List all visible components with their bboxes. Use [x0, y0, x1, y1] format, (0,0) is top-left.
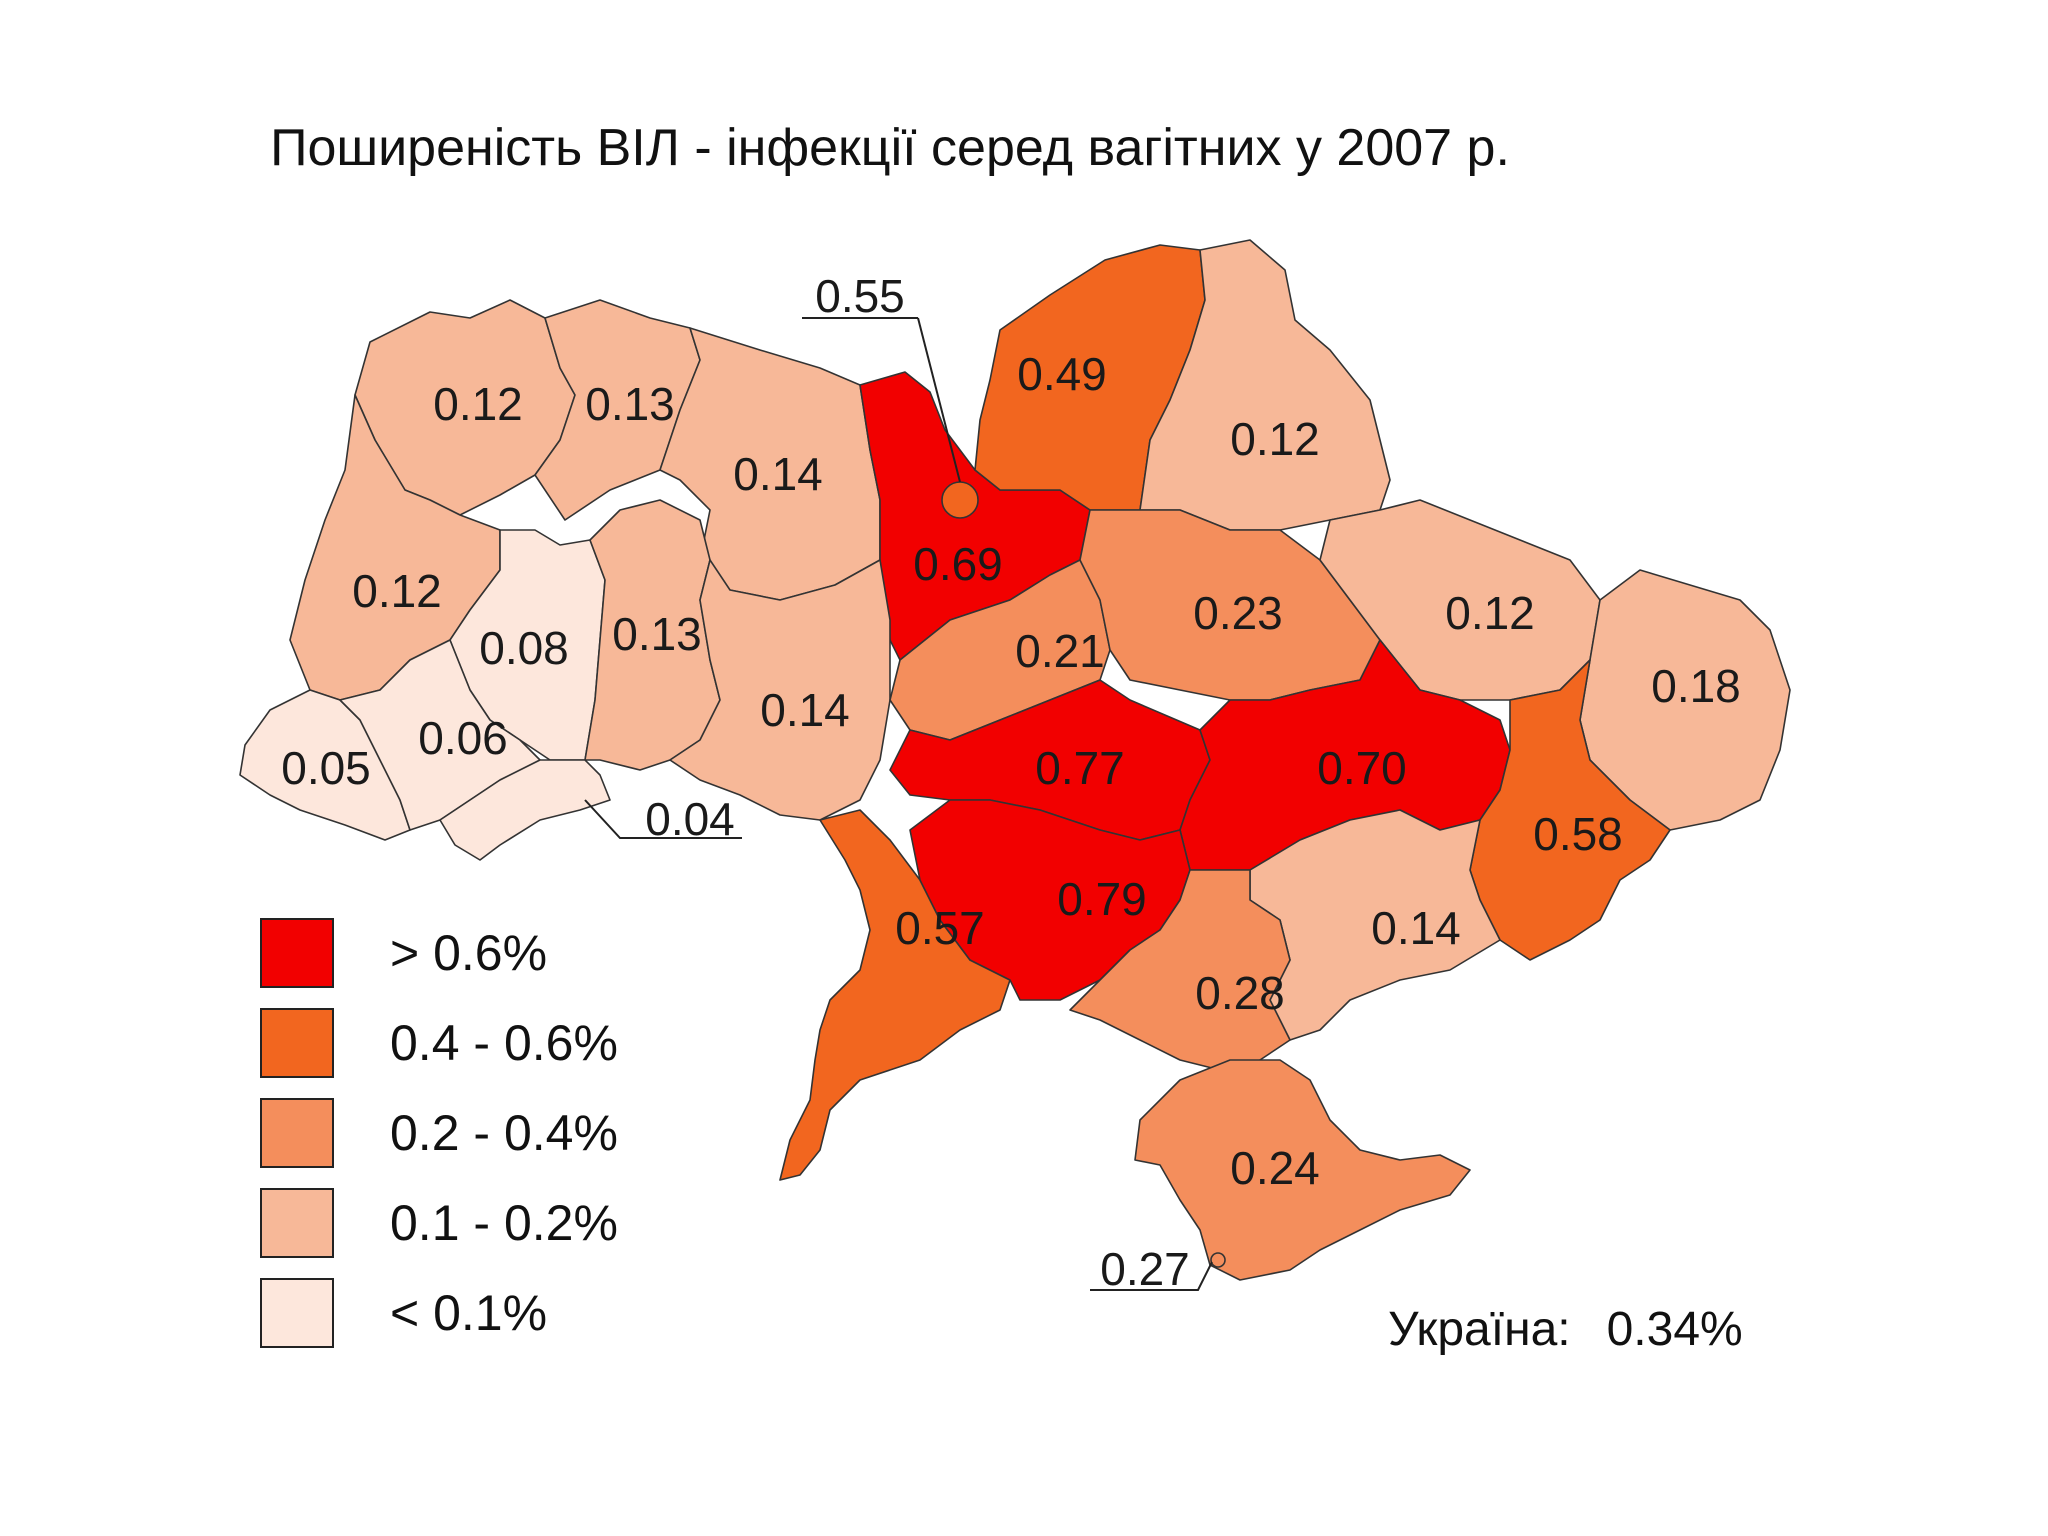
region-label-vinnytsia: 0.14: [760, 684, 850, 736]
region-label-dnipropetrovsk: 0.70: [1317, 742, 1407, 794]
country-total-value: 0.34%: [1606, 1303, 1743, 1356]
region-sumy[interactable]: [1139, 239, 1391, 531]
legend-swatch-0-4-0-6: [260, 1008, 334, 1078]
region-label-ivano-frankivsk: 0.06: [418, 712, 508, 764]
region-label-zakarpattia: 0.05: [281, 742, 371, 794]
region-label-crimea: 0.24: [1230, 1142, 1320, 1194]
legend-swatch-0-1-0-2: [260, 1188, 334, 1258]
region-label-cherkasy: 0.21: [1015, 625, 1105, 677]
region-label-khmelnytskyi: 0.13: [612, 608, 702, 660]
region-label-lviv: 0.12: [352, 565, 442, 617]
region-label-volyn: 0.12: [433, 378, 523, 430]
region-label-kirovohrad: 0.77: [1035, 742, 1125, 794]
region-label-ternopil: 0.08: [479, 622, 569, 674]
region-label-luhansk: 0.18: [1651, 660, 1741, 712]
legend-swatch-gt-0-6: [260, 918, 334, 988]
region-label-zhytomyr: 0.14: [733, 448, 823, 500]
region-rivne[interactable]: [534, 299, 701, 521]
region-label-chernivtsi: 0.04: [645, 793, 735, 845]
legend-label-0-2-0-4: 0.2 - 0.4%: [390, 1105, 618, 1161]
region-label-kharkiv: 0.12: [1445, 587, 1535, 639]
legend-label-gt-0-6: > 0.6%: [390, 925, 548, 981]
country-total: Україна: 0.34%: [1388, 1302, 1743, 1357]
region-sevastopol[interactable]: [1210, 1252, 1226, 1268]
region-label-donetsk: 0.58: [1533, 808, 1623, 860]
map-title: Поширеність ВІЛ - інфекції серед вагітни…: [270, 119, 1510, 177]
region-label-chernihiv: 0.49: [1017, 348, 1107, 400]
region-chernivtsi[interactable]: [439, 759, 611, 861]
legend-swatch-0-2-0-4: [260, 1098, 334, 1168]
region-label-poltava: 0.23: [1193, 587, 1283, 639]
country-total-label: Україна:: [1388, 1303, 1571, 1356]
leader-line-sevastopol: [1090, 1261, 1213, 1291]
region-label-mykolaiv: 0.79: [1057, 873, 1147, 925]
region-crimea[interactable]: [1134, 1059, 1471, 1281]
region-label-sevastopol: 0.27: [1100, 1243, 1190, 1295]
region-label-kherson: 0.28: [1195, 967, 1285, 1019]
region-label-odesa: 0.57: [895, 902, 985, 954]
region-kyiv-city[interactable]: [941, 481, 979, 519]
legend-swatch-lt-0-1: [260, 1278, 334, 1348]
legend-label-lt-0-1: < 0.1%: [390, 1285, 548, 1341]
region-label-zaporizhzhia: 0.14: [1371, 902, 1461, 954]
legend-label-0-4-0-6: 0.4 - 0.6%: [390, 1015, 618, 1071]
legend-label-0-1-0-2: 0.1 - 0.2%: [390, 1195, 618, 1251]
region-label-rivne: 0.13: [585, 378, 675, 430]
region-label-sumy: 0.12: [1230, 413, 1320, 465]
region-label-kyiv-oblast: 0.69: [913, 538, 1003, 590]
leader-line-kyiv-city: [917, 317, 961, 483]
leader-line-chernivtsi: [584, 799, 742, 839]
region-kherson[interactable]: [1069, 869, 1291, 1071]
region-label-kyiv-city: 0.55: [815, 270, 905, 322]
